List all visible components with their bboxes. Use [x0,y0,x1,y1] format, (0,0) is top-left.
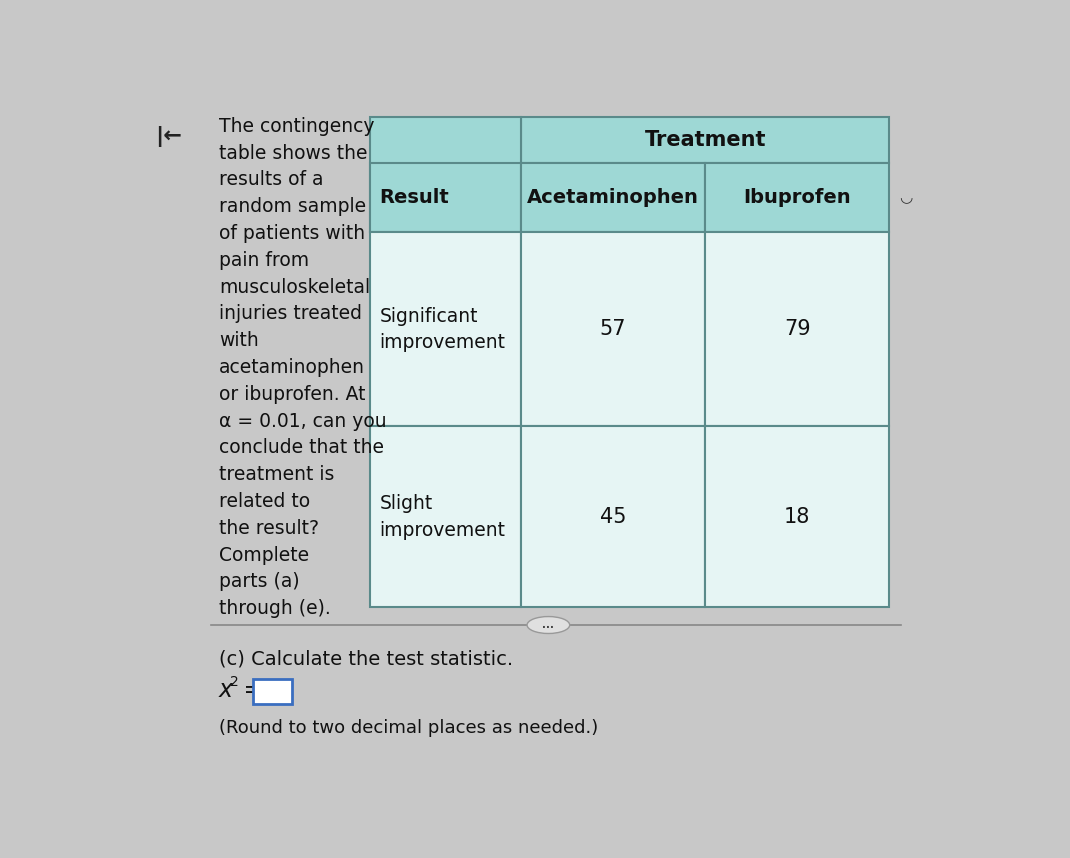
Text: The contingency
table shows the
results of a
random sample
of patients with
pain: The contingency table shows the results … [219,117,386,619]
Bar [521,233,705,426]
Bar [705,163,889,233]
Text: 2: 2 [230,675,239,689]
Bar [521,163,705,233]
Bar [705,426,889,607]
Bar [521,117,889,163]
Text: Result: Result [380,188,449,207]
Text: (c) Calculate the test statistic.: (c) Calculate the test statistic. [219,650,514,668]
Text: |←: |← [155,126,182,147]
Text: 79: 79 [784,319,810,340]
Text: Slight
improvement: Slight improvement [380,494,505,540]
Bar [705,233,889,426]
Ellipse shape [528,617,569,633]
Text: 45: 45 [600,507,626,527]
Bar [521,426,705,607]
Text: ...: ... [542,620,554,630]
Text: Treatment: Treatment [644,130,766,150]
Bar [370,163,521,233]
Text: ◡: ◡ [899,190,912,205]
Bar [370,426,521,607]
Text: Acetaminophen: Acetaminophen [528,188,699,207]
Text: Significant
improvement: Significant improvement [380,306,505,352]
Text: x: x [219,679,233,703]
Text: 18: 18 [784,507,810,527]
Text: (Round to two decimal places as needed.): (Round to two decimal places as needed.) [219,719,598,737]
FancyBboxPatch shape [254,679,292,704]
Text: Ibuprofen: Ibuprofen [744,188,851,207]
Text: =: = [236,679,263,703]
Bar [370,117,521,233]
Text: 57: 57 [600,319,626,340]
Bar [370,233,521,426]
